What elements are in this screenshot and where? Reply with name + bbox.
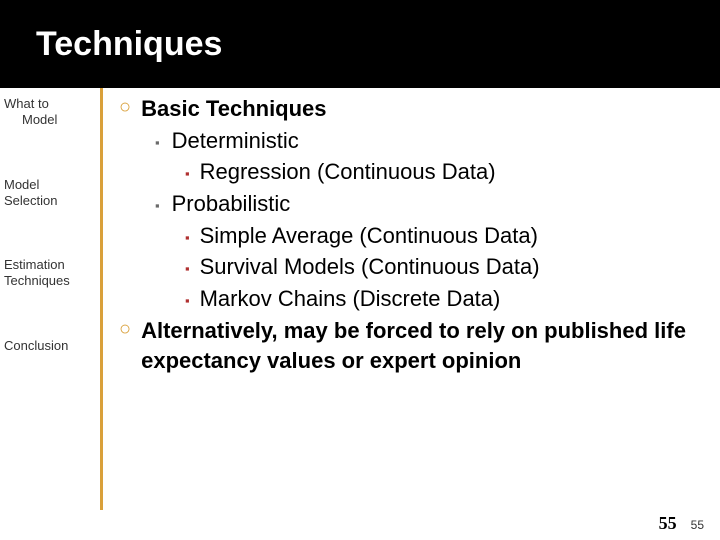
square-bullet-icon: ▪ — [185, 292, 190, 314]
sidebar-item-label: Model — [4, 112, 57, 127]
sidebar-item-label: Selection — [4, 193, 57, 208]
slide: Techniques What to Model Model Selection… — [0, 0, 720, 540]
sidebar-item-label: Techniques — [4, 273, 70, 288]
page-number-small: 55 — [691, 518, 704, 532]
square-bullet-icon: ▪ — [155, 134, 160, 156]
sidebar-item-label: Conclusion — [4, 338, 68, 353]
square-bullet-icon: ▪ — [155, 197, 160, 219]
sidebar-item-label: Estimation — [4, 257, 65, 272]
bullet-lvl3: ▪ Simple Average (Continuous Data) — [185, 221, 702, 251]
sidebar: What to Model Model Selection Estimation… — [0, 88, 100, 510]
bullet-text: Probabilistic — [172, 189, 291, 219]
title-bar: Techniques — [0, 0, 720, 88]
sidebar-item-model-selection: Model Selection — [4, 177, 92, 210]
sidebar-item-what-to-model: What to Model — [4, 96, 92, 129]
sidebar-item-estimation-techniques: Estimation Techniques — [4, 257, 92, 290]
bullet-text: Regression (Continuous Data) — [200, 157, 496, 187]
sidebar-item-conclusion: Conclusion — [4, 338, 92, 354]
sidebar-item-label: What to — [4, 96, 49, 111]
bullet-lvl3: ▪ Regression (Continuous Data) — [185, 157, 702, 187]
circle-bullet-icon: ○ — [119, 316, 131, 375]
bullet-text: Alternatively, may be forced to rely on … — [141, 316, 702, 375]
bullet-text: Markov Chains (Discrete Data) — [200, 284, 501, 314]
bullet-text: Deterministic — [172, 126, 299, 156]
page-number: 55 — [659, 513, 677, 534]
content: ○ Basic Techniques ▪ Deterministic ▪ Reg… — [103, 88, 720, 510]
circle-bullet-icon: ○ — [119, 94, 131, 124]
bullet-text: Survival Models (Continuous Data) — [200, 252, 540, 282]
bullet-lvl2: ▪ Deterministic — [155, 126, 702, 156]
bullet-lvl1: ○ Basic Techniques — [119, 94, 702, 124]
square-bullet-icon: ▪ — [185, 229, 190, 251]
slide-title: Techniques — [36, 25, 222, 64]
sidebar-item-label: Model — [4, 177, 39, 192]
bullet-lvl1: ○ Alternatively, may be forced to rely o… — [119, 316, 702, 375]
bullet-lvl2: ▪ Probabilistic — [155, 189, 702, 219]
square-bullet-icon: ▪ — [185, 260, 190, 282]
square-bullet-icon: ▪ — [185, 165, 190, 187]
bullet-text: Basic Techniques — [141, 94, 326, 124]
bullet-lvl3: ▪ Markov Chains (Discrete Data) — [185, 284, 702, 314]
bullet-lvl3: ▪ Survival Models (Continuous Data) — [185, 252, 702, 282]
slide-body: What to Model Model Selection Estimation… — [0, 88, 720, 510]
footer: 55 55 — [659, 513, 704, 534]
bullet-text: Simple Average (Continuous Data) — [200, 221, 538, 251]
